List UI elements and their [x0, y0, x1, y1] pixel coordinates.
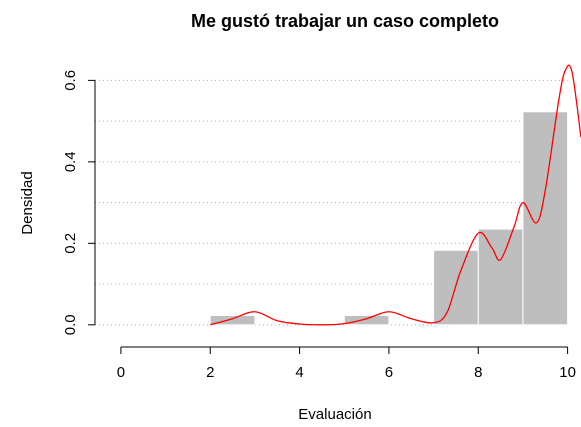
x-tick-label: 8 [474, 364, 482, 381]
y-tick-label: 0.6 [62, 70, 79, 91]
y-tick-label: 0.2 [62, 233, 79, 254]
bar [522, 111, 569, 326]
x-tick-label: 10 [559, 364, 576, 381]
x-tick-label: 2 [206, 364, 214, 381]
x-tick-label: 0 [117, 364, 125, 381]
bar [477, 228, 524, 326]
x-tick-label: 4 [295, 364, 303, 381]
x-tick-label: 6 [385, 364, 393, 381]
y-axis-label: Densidad [19, 171, 36, 234]
density-line [210, 64, 581, 326]
bar [209, 314, 256, 326]
plot-area [95, 64, 581, 326]
y-tick-label: 0.4 [62, 151, 79, 172]
chart-title: Me gustó trabajar un caso completo [191, 11, 499, 31]
y-tick-label: 0.0 [62, 314, 79, 335]
x-axis-label: Evaluación [298, 406, 371, 423]
bar [343, 314, 390, 326]
